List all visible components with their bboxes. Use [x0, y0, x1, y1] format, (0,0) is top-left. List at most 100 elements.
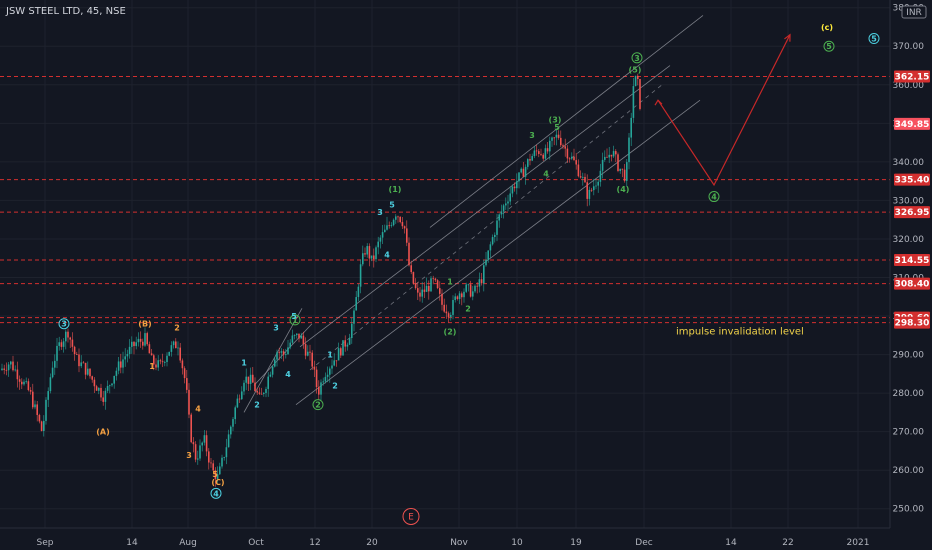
candle-body — [423, 289, 426, 292]
candle-body — [23, 381, 25, 385]
candle-body — [412, 272, 415, 284]
candle-body — [208, 451, 210, 463]
currency-badge — [901, 5, 927, 19]
price-axis[interactable]: 380.00370.00360.00350.00340.00330.00320.… — [0, 0, 930, 529]
candle-body — [535, 150, 538, 152]
candle-body — [637, 75, 639, 80]
candle-body — [91, 376, 93, 380]
time-tick-label: 22 — [782, 538, 793, 548]
candle-body — [529, 159, 531, 161]
candle-body — [205, 435, 208, 452]
candle-body — [553, 137, 555, 139]
candle-body — [243, 382, 245, 392]
candle-body — [276, 352, 278, 360]
candle-body — [212, 463, 214, 471]
candle-body — [344, 340, 346, 347]
candle-body — [221, 457, 223, 467]
candle-body — [47, 391, 49, 400]
projection-line — [657, 34, 791, 187]
candle-body — [465, 284, 467, 292]
candle-body — [342, 340, 344, 356]
candle-body — [593, 186, 595, 191]
wave-label: 5 — [389, 200, 395, 209]
candle-body — [216, 474, 219, 479]
grid — [0, 0, 890, 528]
candle-body — [186, 378, 188, 390]
candle-body — [263, 392, 265, 394]
candle-body — [260, 393, 263, 395]
candle-body — [124, 356, 126, 360]
candle-body — [177, 347, 179, 349]
candle-body — [234, 407, 236, 420]
candle-body — [87, 368, 89, 375]
candle-body — [326, 374, 329, 377]
currency-label: INR — [906, 8, 922, 18]
candle-body — [219, 466, 221, 475]
candle-body — [395, 216, 397, 220]
candle-body — [384, 229, 386, 233]
candle-body — [392, 219, 395, 226]
wave-label: (4) — [617, 185, 630, 194]
candle-body — [1, 368, 3, 370]
channel-midline — [309, 84, 663, 371]
candle-body — [375, 247, 377, 260]
candle-body — [111, 383, 113, 386]
candle-body — [540, 153, 542, 155]
candle-body — [269, 374, 272, 377]
candle-body — [450, 314, 452, 317]
wave-label: 5 — [826, 42, 832, 51]
candle-body — [639, 79, 641, 109]
time-tick-label: 20 — [366, 538, 378, 548]
wave-label: 3 — [377, 208, 383, 217]
candle-body — [179, 347, 181, 361]
candle-body — [203, 435, 206, 443]
candle-body — [43, 420, 45, 431]
wave-label: 1 — [327, 351, 333, 360]
wave-label: 2 — [465, 304, 471, 313]
wave-circle — [631, 52, 643, 64]
wave-label: (B) — [138, 320, 151, 329]
wave-label: 4 — [285, 370, 291, 379]
candle-body — [399, 216, 401, 223]
candle-body — [408, 242, 410, 266]
candle-body — [505, 203, 507, 206]
candle-body — [368, 246, 371, 259]
candle-body — [159, 360, 162, 362]
candle-body — [131, 341, 133, 347]
candles — [1, 73, 641, 487]
candle-body — [199, 445, 201, 459]
candle-body — [274, 359, 276, 367]
candle-body — [357, 286, 360, 298]
event-marker-label: E — [408, 512, 414, 522]
candle-body — [93, 379, 96, 387]
candle-body — [76, 354, 78, 355]
candle-body — [238, 398, 241, 400]
candle-body — [293, 335, 296, 336]
candle-body — [245, 376, 247, 383]
candle-body — [21, 381, 23, 385]
candle-body — [410, 265, 412, 273]
candle-body — [599, 170, 602, 182]
time-axis[interactable]: Sep 14 Aug Oct 12 20 Nov 10 19 Dec 14 22 2021 — [37, 538, 870, 548]
candle-body — [608, 154, 610, 158]
wave-label: 4 — [384, 250, 390, 259]
candle-body — [194, 444, 197, 460]
candle-body — [364, 253, 366, 255]
candle-body — [628, 137, 630, 163]
candle-body — [483, 265, 485, 284]
candle-body — [192, 442, 195, 445]
candle-body — [115, 370, 118, 376]
candle-body — [267, 376, 269, 389]
wave-label: (C) — [211, 478, 224, 487]
wave-circle — [312, 399, 324, 411]
candle-body — [544, 148, 547, 159]
candle-body — [386, 225, 388, 230]
channel-line — [243, 308, 303, 413]
candle-body — [285, 354, 287, 355]
candle-body — [577, 164, 580, 177]
candle-body — [69, 337, 71, 340]
candle-body — [555, 134, 558, 138]
annotation-text: impulse invalidation level — [676, 326, 804, 337]
